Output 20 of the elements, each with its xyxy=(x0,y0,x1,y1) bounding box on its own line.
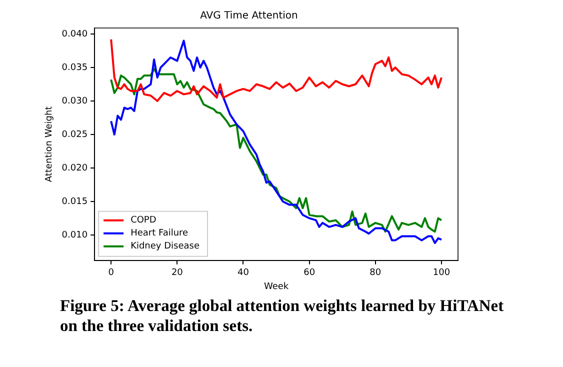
legend-label: Heart Failure xyxy=(130,228,189,239)
y-tick-label: 0.040 xyxy=(62,29,88,40)
x-axis-title: Week xyxy=(264,282,290,292)
y-tick-label: 0.015 xyxy=(62,196,88,207)
legend-label: COPD xyxy=(130,216,156,226)
caption: Figure 5: Average global attention weights learned by HiTANet on the three validation sets. xyxy=(60,296,505,336)
x-tick-label: 80 xyxy=(370,268,382,278)
y-tick-label: 0.025 xyxy=(62,130,88,140)
x-tick-label: 40 xyxy=(238,268,250,278)
x-tick-label: 20 xyxy=(171,268,184,278)
x-tick-label: 0 xyxy=(108,268,114,278)
chart-title: AVG Time Attention xyxy=(200,10,298,22)
x-tick-label: 100 xyxy=(432,268,450,278)
y-tick-label: 0.020 xyxy=(62,163,88,174)
y-tick-label: 0.035 xyxy=(62,62,88,73)
y-tick-label: 0.010 xyxy=(62,230,88,240)
y-axis-title: Attention Weight xyxy=(44,106,55,182)
x-tick-label: 60 xyxy=(304,268,316,278)
y-tick-label: 0.030 xyxy=(62,96,88,106)
legend-label: Kidney Disease xyxy=(130,242,200,252)
